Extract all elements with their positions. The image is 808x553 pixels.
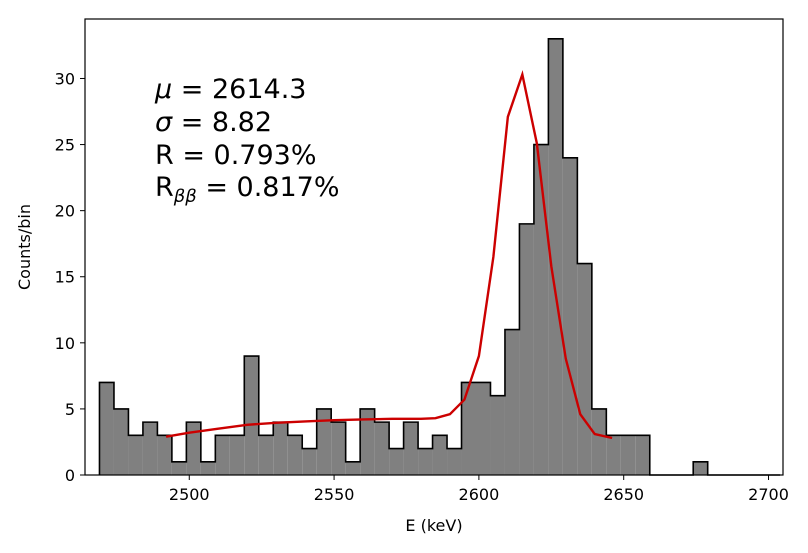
histogram-bar [99, 382, 114, 475]
histogram-bar [562, 157, 578, 476]
histogram-bar [128, 435, 143, 475]
histogram-bar [374, 422, 390, 475]
rbb-subscript: ββ [173, 186, 197, 207]
histogram-bar [490, 395, 505, 475]
x-tick-label: 2650 [603, 485, 644, 504]
histogram-bar [591, 408, 607, 475]
histogram-bar [389, 448, 404, 475]
histogram-bar [229, 435, 245, 475]
histogram-bar [475, 382, 491, 475]
histogram-bar [533, 144, 549, 475]
histogram-bar [287, 435, 303, 475]
histogram-bar [186, 422, 201, 475]
histogram-bar [577, 263, 592, 475]
histogram-bar [302, 448, 317, 475]
histogram-bar [519, 223, 534, 475]
y-axis-label: Counts/bin [15, 204, 34, 290]
x-tick-label: 2550 [314, 485, 355, 504]
y-tick-label: 15 [55, 268, 75, 287]
rbb-main: R [155, 172, 174, 203]
annotation-resolution-bb: Rββ = 0.817% [155, 172, 340, 207]
histogram-bars [98, 38, 781, 476]
mu-symbol: μ [154, 74, 172, 105]
annotation-mu: μ = 2614.3 [154, 74, 306, 105]
histogram-bar [504, 329, 520, 475]
mu-value: = 2614.3 [172, 74, 306, 105]
histogram-bar [331, 422, 346, 475]
histogram-bar [606, 435, 621, 475]
histogram-bar [200, 461, 216, 475]
histogram-bar [142, 422, 158, 475]
histogram-bar [360, 408, 375, 475]
fit-annotations: μ = 2614.3 σ = 8.82 R = 0.793% Rββ = 0.8… [154, 74, 340, 207]
histogram-bar [461, 382, 476, 475]
histogram-bar [447, 448, 462, 475]
x-tick-label: 2600 [459, 485, 500, 504]
histogram-bar [418, 448, 433, 475]
sigma-symbol: σ [155, 107, 173, 138]
histogram-bar [345, 461, 361, 475]
histogram-bar [215, 435, 230, 475]
y-tick-label: 25 [55, 136, 75, 155]
histogram-bar [316, 408, 332, 475]
histogram-bar [157, 435, 172, 475]
histogram-bar [171, 461, 187, 475]
x-axis-ticks: 2500 2550 2600 2650 2700 [169, 475, 789, 504]
y-tick-label: 10 [55, 334, 75, 353]
histogram-bar [620, 435, 636, 475]
histogram-bar [258, 435, 274, 475]
annotation-resolution: R = 0.793% [155, 140, 317, 171]
histogram-outline [98, 38, 781, 476]
y-tick-label: 0 [65, 466, 75, 485]
histogram-bar [273, 422, 288, 475]
histogram-bar [635, 435, 650, 475]
x-tick-label: 2500 [169, 485, 210, 504]
histogram-bar [693, 461, 708, 475]
y-tick-label: 20 [55, 202, 75, 221]
y-tick-label: 30 [55, 69, 75, 88]
histogram-bar [548, 38, 563, 476]
plot-frame [84, 18, 784, 476]
y-tick-label: 5 [65, 400, 75, 419]
histogram-bar [403, 422, 419, 475]
sigma-value: = 8.82 [172, 107, 272, 138]
annotation-sigma: σ = 8.82 [155, 107, 272, 138]
x-tick-label: 2700 [748, 485, 789, 504]
rbb-value: = 0.817% [197, 172, 340, 203]
histogram-bar [432, 435, 448, 475]
histogram-bar [244, 356, 259, 475]
histogram-bar [113, 408, 129, 475]
x-axis-label: E (keV) [405, 516, 462, 535]
fit-curve [165, 70, 613, 440]
y-axis-ticks: 0 5 10 15 20 25 30 [55, 69, 85, 485]
